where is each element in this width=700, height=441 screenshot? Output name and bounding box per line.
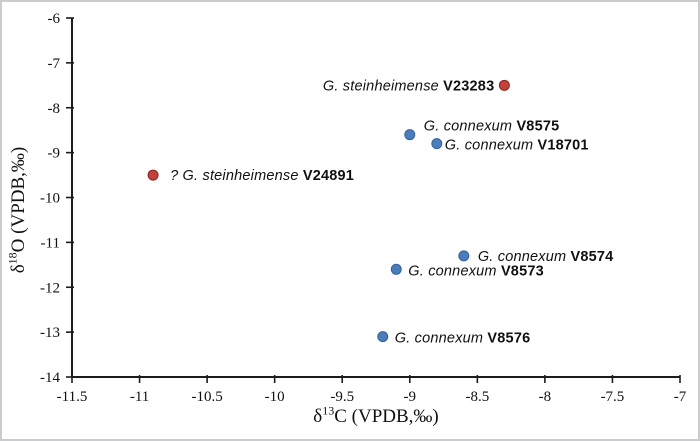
point-label-species: G. steinheimense <box>323 78 443 94</box>
x-axis-title: δ13C (VPDB,‰) <box>72 404 680 430</box>
x-axis-tick-label: -7 <box>674 389 687 405</box>
y-axis-title-rest: O (VPDB,‰) <box>8 146 29 253</box>
point-label-v8573: G. connexum V8573 <box>408 263 544 279</box>
point-label-specimen: V23283 <box>443 78 494 94</box>
point-label-species: G. connexum <box>395 331 488 347</box>
x-axis-tick-label: -8 <box>539 389 552 405</box>
data-point-v8576 <box>377 331 389 343</box>
x-axis-title-superscript: 13 <box>322 403 335 418</box>
point-label-specimen: V18701 <box>537 138 588 154</box>
point-label-specimen: V8574 <box>570 249 613 265</box>
x-axis-tick-label: -11 <box>130 389 149 405</box>
y-axis-title: δ18O (VPDB,‰) <box>6 60 32 360</box>
point-label-specimen: V24891 <box>303 168 354 184</box>
y-axis-tick-label: -12 <box>40 280 60 296</box>
point-label-species: ? G. steinheimense <box>170 168 303 184</box>
y-axis-title-symbol: δ <box>8 264 29 274</box>
data-point-v8573 <box>390 263 402 275</box>
y-axis-tick-label: -9 <box>48 146 61 162</box>
point-label-species: G. connexum <box>445 138 538 154</box>
x-axis-tick-label: -9 <box>404 389 417 405</box>
point-label-species: G. connexum <box>408 263 501 279</box>
data-point-v23283 <box>498 79 510 91</box>
y-axis-tick-label: -11 <box>41 235 60 251</box>
point-label-v23283: G. steinheimense V23283 <box>323 78 494 94</box>
point-label-specimen: V8576 <box>487 331 530 347</box>
x-axis-tick-label: -9.5 <box>330 389 354 405</box>
x-axis-tick-label: -8.5 <box>465 389 489 405</box>
data-point-v8575 <box>404 129 416 141</box>
data-point-v18701 <box>431 138 443 150</box>
y-axis-tick-label: -13 <box>40 325 60 341</box>
x-axis-tick-label: -7.5 <box>601 389 625 405</box>
point-label-v8574: G. connexum V8574 <box>478 249 614 265</box>
y-axis-tick-label: -14 <box>40 370 60 386</box>
x-axis-tick-label: -10 <box>265 389 285 405</box>
point-label-v8575: G. connexum V8575 <box>424 119 560 135</box>
x-axis-title-symbol: δ <box>313 406 323 427</box>
y-axis-tick-label: -6 <box>48 11 61 27</box>
data-point-v24891 <box>147 169 159 181</box>
point-label-species: G. connexum <box>424 119 517 135</box>
x-axis-title-rest: C (VPDB,‰) <box>334 406 439 427</box>
y-axis-tick-label: -10 <box>40 191 60 207</box>
x-axis-tick-label: -10.5 <box>191 389 222 405</box>
y-axis-title-superscript: 18 <box>5 252 20 265</box>
point-label-v24891: ? G. steinheimense V24891 <box>170 168 354 184</box>
point-label-specimen: V8575 <box>516 119 559 135</box>
data-point-v8574 <box>458 250 470 262</box>
y-axis-tick-label: -7 <box>48 56 61 72</box>
point-label-v8576: G. connexum V8576 <box>395 331 531 347</box>
point-label-specimen: V8573 <box>501 263 544 279</box>
point-label-species: G. connexum <box>478 249 571 265</box>
x-axis-tick-label: -11.5 <box>57 389 88 405</box>
y-axis-tick-label: -8 <box>48 101 61 117</box>
point-label-v18701: G. connexum V18701 <box>445 138 589 154</box>
